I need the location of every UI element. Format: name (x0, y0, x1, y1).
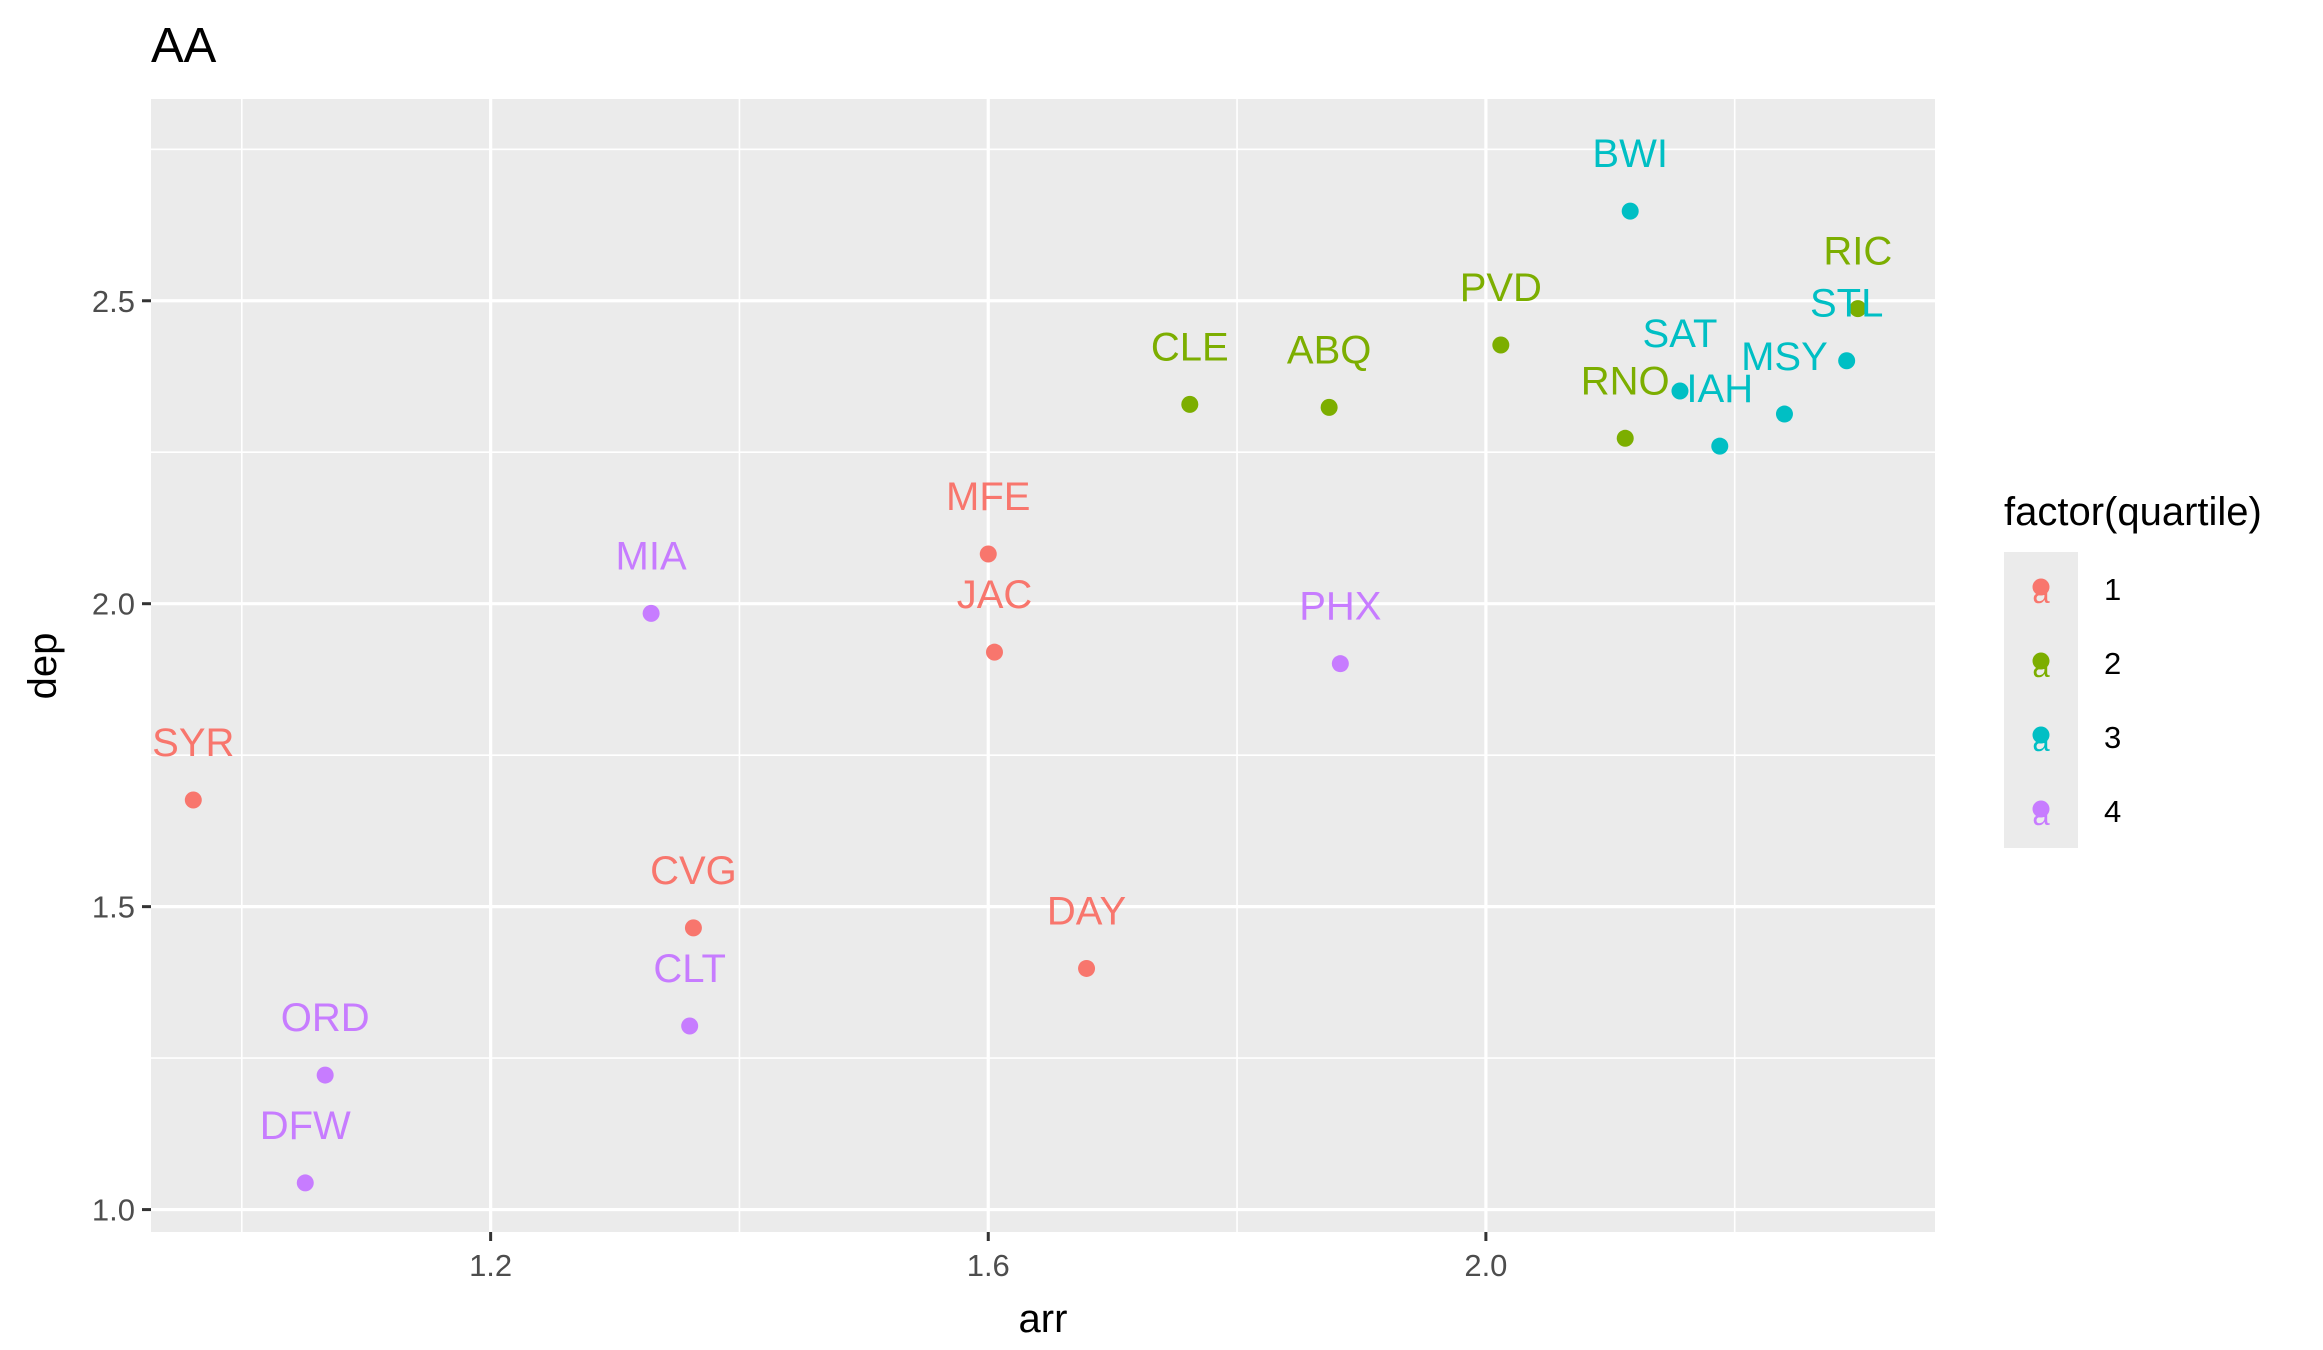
data-point-jac (985, 643, 1003, 661)
x-axis: 1.2 1.6 2.0 (469, 1232, 1507, 1283)
data-point-clt (681, 1017, 699, 1035)
legend-point-2 (2032, 652, 2050, 670)
data-point-pvd (1492, 336, 1510, 354)
y-tick-label: 1.5 (92, 890, 135, 925)
y-tick-label: 2.0 (92, 587, 135, 622)
point-label-ord: ORD (281, 996, 370, 1040)
plot-panel (151, 99, 1935, 1232)
data-point-cle (1181, 395, 1199, 413)
legend-label-1: 1 (2104, 572, 2121, 607)
point-label-syr: SYR (152, 721, 234, 765)
data-point-ric (1849, 300, 1867, 318)
point-label-clt: CLT (653, 947, 726, 991)
point-label-jac: JAC (957, 573, 1033, 617)
y-tick-label: 1.0 (92, 1193, 135, 1228)
data-point-phx (1331, 655, 1349, 673)
point-label-cvg: CVG (650, 849, 737, 893)
legend-text-glyph-1: a (2032, 575, 2050, 610)
point-label-mfe: MFE (946, 475, 1030, 519)
point-label-msy: MSY (1741, 335, 1828, 379)
point-label-abq: ABQ (1287, 328, 1371, 372)
minor-gridlines (151, 99, 1935, 1232)
x-tick-label: 1.6 (967, 1248, 1010, 1283)
data-point-bwi (1621, 202, 1639, 220)
data-point-sat (1671, 382, 1689, 400)
point-label-cle: CLE (1151, 325, 1229, 369)
point-label-dfw: DFW (260, 1104, 351, 1148)
point-label-mia: MIA (616, 534, 687, 578)
legend: factor(quartile) a 1 a 2 a 3 a 4 (2004, 490, 2262, 848)
data-point-cvg (684, 919, 702, 937)
data-point-mfe (979, 545, 997, 563)
y-tick-label: 2.5 (92, 284, 135, 319)
legend-label-2: 2 (2104, 646, 2121, 681)
data-point-day (1078, 959, 1096, 977)
legend-point-1 (2032, 578, 2050, 596)
legend-point-3 (2032, 726, 2050, 744)
x-tick-label: 2.0 (1464, 1248, 1507, 1283)
point-label-stl: STL (1810, 282, 1883, 326)
legend-point-4 (2032, 800, 2050, 818)
data-point-iah (1711, 437, 1729, 455)
point-label-ric: RIC (1823, 230, 1892, 274)
data-point-stl (1838, 352, 1856, 370)
data-point-mia (642, 604, 660, 622)
legend-text-glyph-3: a (2032, 723, 2050, 758)
legend-text-glyph-4: a (2032, 797, 2050, 832)
chart-title: AA (151, 19, 217, 73)
point-label-rno: RNO (1581, 359, 1670, 403)
data-point-dfw (296, 1174, 314, 1192)
legend-label-4: 4 (2104, 794, 2121, 829)
point-label-pvd: PVD (1460, 266, 1542, 310)
data-point-rno (1616, 429, 1634, 447)
point-label-sat: SAT (1643, 312, 1718, 356)
data-point-ord (316, 1066, 334, 1084)
point-label-iah: IAH (1686, 367, 1753, 411)
x-axis-title: arr (1019, 1297, 1068, 1341)
legend-label-3: 3 (2104, 720, 2121, 755)
point-label-phx: PHX (1299, 585, 1381, 629)
data-point-syr (184, 791, 202, 809)
data-point-msy (1775, 405, 1793, 423)
legend-text-glyph-2: a (2032, 649, 2050, 684)
legend-keys: a 1 a 2 a 3 a 4 (2004, 552, 2121, 848)
point-label-day: DAY (1047, 889, 1126, 933)
data-point-abq (1320, 398, 1338, 416)
legend-title: factor(quartile) (2004, 490, 2262, 534)
point-label-bwi: BWI (1592, 132, 1668, 176)
y-axis-title: dep (21, 633, 65, 700)
y-axis: 1.0 1.5 2.0 2.5 (92, 284, 151, 1228)
x-tick-label: 1.2 (469, 1248, 512, 1283)
data-points (184, 202, 1867, 1192)
major-gridlines (151, 99, 1935, 1232)
